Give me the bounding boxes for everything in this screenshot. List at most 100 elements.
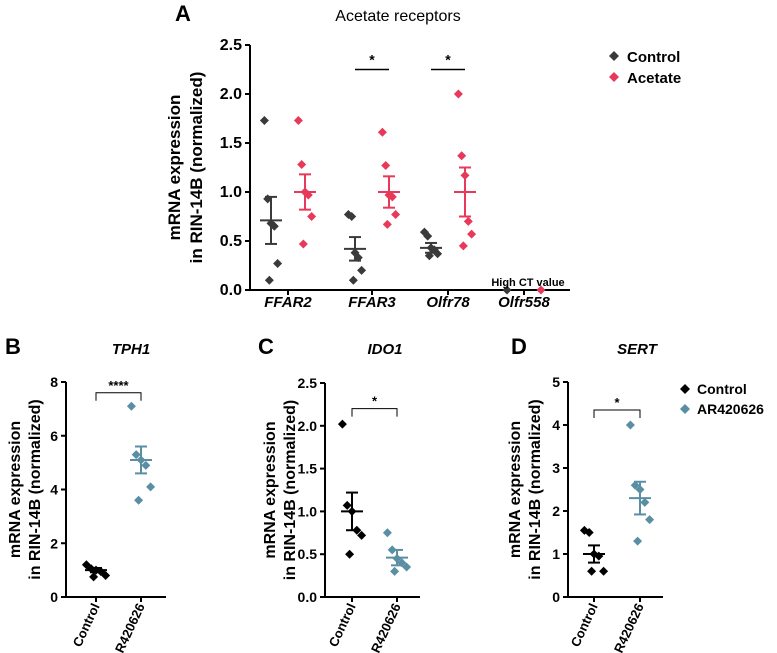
panel-c-point-ar420626 xyxy=(390,566,400,576)
panel-c-y-tick-label: 0.0 xyxy=(298,589,318,605)
panel-b-significance-bracket xyxy=(95,392,142,401)
panel-b-letter: B xyxy=(5,334,21,359)
panel-d-letter: D xyxy=(511,334,527,359)
panel-a-y-tick-label: 0.5 xyxy=(220,233,242,250)
panel-a-point-acetate xyxy=(457,151,467,161)
panel-b-point-ar420626 xyxy=(134,495,144,505)
panel-b-gene-title: TPH1 xyxy=(112,341,150,358)
panel-a-title: Acetate receptors xyxy=(335,8,460,25)
panel-a-point-acetate xyxy=(458,241,468,251)
panel-b-point-ar420626 xyxy=(141,460,151,470)
panel-c-y-tick-label: 2.5 xyxy=(298,375,318,391)
panel-a-x-label: Olfr558 xyxy=(498,294,550,311)
panel-b-y-tick-label: 6 xyxy=(50,428,58,444)
panel-a-point-control xyxy=(273,259,283,269)
panel-d-point-ar420626 xyxy=(625,420,635,430)
panel-a-significance-label: * xyxy=(445,52,451,68)
panel-a-annotation: High CT value xyxy=(491,277,564,289)
panel-c-letter: C xyxy=(258,334,274,359)
panel-c-point-ar420626 xyxy=(382,528,392,538)
panel-c-gene-title: IDO1 xyxy=(367,341,402,358)
panel-a-point-acetate xyxy=(453,89,463,99)
panel-c-point-control xyxy=(342,500,352,510)
panel-a-x-label: FFAR2 xyxy=(264,294,312,311)
panel-a-y-label-line2: in RIN-14B (normalized) xyxy=(187,72,206,264)
bcd-legend-marker-control xyxy=(680,384,690,394)
panel-d-point-ar420626 xyxy=(640,497,650,507)
panel-a-y-tick-label: 0.0 xyxy=(220,282,242,299)
panel-d-significance-bracket xyxy=(593,409,641,418)
panel-a-legend-control: Control xyxy=(627,49,680,66)
panel-d-y-tick-label: 3 xyxy=(552,460,560,476)
panel-b-x-label: AR420626 xyxy=(108,601,148,653)
panel-d-point-control xyxy=(584,528,594,537)
bcd-legend-ar420626: AR420626 xyxy=(697,401,764,417)
bcd-legend-control: Control xyxy=(697,381,747,397)
panel-a-point-acetate xyxy=(381,161,391,171)
panel-a-point-acetate xyxy=(297,160,307,170)
panel-a-point-control xyxy=(433,249,443,259)
panel-b-x-label: Control xyxy=(70,601,103,649)
panel-c-y-label-line2: in RIN-14B (normalized) xyxy=(282,400,299,580)
panel-c-significance-label: * xyxy=(372,394,378,409)
panel-d-x-label: AR420626 xyxy=(607,601,647,653)
panel-a-point-acetate xyxy=(463,216,473,226)
panel-d-significance-label: * xyxy=(614,395,620,410)
panel-a-y-tick-label: 1.0 xyxy=(220,184,242,201)
panel-a-point-acetate xyxy=(387,192,397,202)
panel-c-y-tick-label: 2.0 xyxy=(298,418,318,434)
panel-d-gene-title: SERT xyxy=(617,341,659,358)
panel-a-legend-marker-control xyxy=(609,51,619,61)
panel-d-y-label-line1: mRNA expression xyxy=(507,421,524,558)
panel-b-significance-label: **** xyxy=(108,378,129,393)
panel-a-point-acetate xyxy=(307,212,317,221)
panel-a-y-label-line1: mRNA expression xyxy=(165,95,184,241)
panel-c-x-label: AR420626 xyxy=(364,601,404,653)
panel-b-y-tick-label: 0 xyxy=(50,589,58,605)
panel-d-y-tick-label: 5 xyxy=(552,374,560,390)
panel-a-point-control xyxy=(357,265,367,275)
panel-b-point-ar420626 xyxy=(131,450,141,460)
panel-d-y-tick-label: 2 xyxy=(552,503,560,519)
panel-a-letter: A xyxy=(175,1,191,26)
panel-d-point-control xyxy=(599,566,609,576)
panel-c-x-label: Control xyxy=(326,601,359,649)
panel-a-point-control xyxy=(347,212,357,221)
panel-b-y-tick-label: 8 xyxy=(50,374,58,390)
panel-a-point-acetate xyxy=(467,229,477,239)
panel-a-legend-acetate: Acetate xyxy=(627,70,681,87)
panel-a-x-label: Olfr78 xyxy=(426,294,470,311)
panel-d-x-label: Control xyxy=(568,601,601,649)
panel-a-y-tick-label: 2.0 xyxy=(220,86,242,103)
panel-c-y-label-line1: mRNA expression xyxy=(262,421,279,558)
panel-b-y-label-line1: mRNA expression xyxy=(7,421,24,558)
panel-b-point-control xyxy=(101,571,111,580)
panel-a-point-acetate xyxy=(536,285,546,295)
panel-a-point-acetate xyxy=(377,127,387,137)
panel-a-y-tick-label: 1.5 xyxy=(220,135,242,152)
panel-a-legend-marker-acetate xyxy=(609,72,619,82)
panel-b-y-label-line2: in RIN-14B (normalized) xyxy=(27,399,44,579)
panel-a-point-acetate xyxy=(391,210,401,220)
panel-a-significance-label: * xyxy=(369,52,375,68)
panel-a-point-control xyxy=(423,231,433,241)
panel-d-y-tick-label: 4 xyxy=(552,417,560,433)
panel-a-point-control xyxy=(259,115,269,125)
panel-d-y-tick-label: 1 xyxy=(552,546,560,562)
panel-d-point-ar420626 xyxy=(645,515,655,525)
panel-d-point-control xyxy=(587,566,597,576)
panel-a-point-control xyxy=(269,221,279,231)
panel-c-point-control xyxy=(357,530,367,540)
panel-c-point-control xyxy=(345,549,355,559)
panel-b-y-tick-label: 2 xyxy=(50,535,58,551)
panel-a-y-tick-label: 2.5 xyxy=(220,37,242,54)
panel-a-point-acetate xyxy=(298,239,308,249)
panel-b-y-tick-label: 4 xyxy=(50,482,58,498)
panel-a-point-control xyxy=(348,275,358,285)
panel-d-point-ar420626 xyxy=(633,536,643,546)
panel-c-y-tick-label: 1.0 xyxy=(298,503,318,519)
panel-b-point-ar420626 xyxy=(126,401,136,411)
panel-a-point-control xyxy=(502,285,512,295)
